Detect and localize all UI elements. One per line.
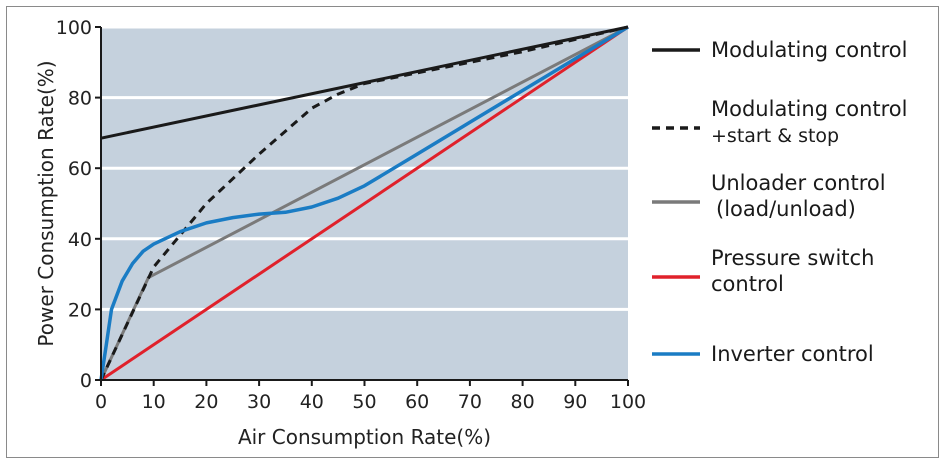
x-tick-label: 60 xyxy=(405,391,429,413)
y-tick-label: 80 xyxy=(68,88,92,110)
x-tick-label: 0 xyxy=(95,391,107,413)
x-tick-label: 90 xyxy=(563,391,587,413)
series-line xyxy=(100,25,629,140)
x-tick-label: 30 xyxy=(247,391,271,413)
x-tick-label: 80 xyxy=(511,391,535,413)
y-tick-labels: 0 20 40 60 80 100 xyxy=(56,17,92,392)
axes xyxy=(95,26,629,386)
series-line xyxy=(100,25,629,382)
series-line xyxy=(99,25,629,381)
x-tick-label: 100 xyxy=(610,391,646,413)
series-layer xyxy=(99,25,629,382)
grid-lines xyxy=(101,25,628,311)
y-tick-label: 20 xyxy=(68,299,92,321)
y-tick-label: 100 xyxy=(56,17,92,39)
y-axis-title: Power Consumption Rate(%) xyxy=(34,60,58,346)
x-tick-label: 70 xyxy=(458,391,482,413)
legend: Modulating control Modulating control +sta… xyxy=(652,38,908,366)
legend-label: (load/unload) xyxy=(716,197,856,221)
legend-label: Unloader control xyxy=(711,171,886,195)
x-tick-label: 20 xyxy=(194,391,218,413)
x-tick-label: 10 xyxy=(142,391,166,413)
legend-label: +start & stop xyxy=(711,125,839,147)
y-tick-label: 0 xyxy=(80,370,92,392)
y-tick-label: 60 xyxy=(68,158,92,180)
series-line xyxy=(99,25,629,381)
legend-label: control xyxy=(711,272,784,296)
x-axis-title: Air Consumption Rate(%) xyxy=(238,425,491,449)
legend-label: Inverter control xyxy=(711,342,874,366)
legend-label: Modulating control xyxy=(711,38,908,62)
legend-label: Pressure switch xyxy=(711,246,874,270)
x-tick-label: 40 xyxy=(300,391,324,413)
y-tick-label: 40 xyxy=(68,229,92,251)
legend-label: Modulating control xyxy=(711,97,908,121)
x-tick-labels: 0 10 20 30 40 50 60 70 80 90 100 xyxy=(95,391,646,413)
x-tick-label: 50 xyxy=(352,391,376,413)
